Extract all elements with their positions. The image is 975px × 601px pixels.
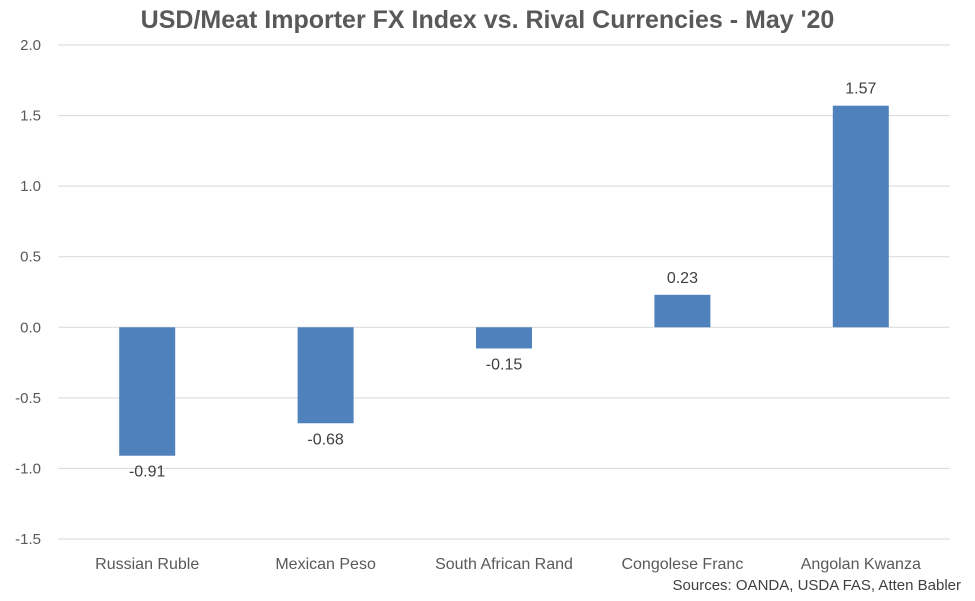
bar <box>119 327 176 456</box>
bar <box>654 294 711 328</box>
y-tick-label: 0.5 <box>20 249 41 266</box>
y-tick-label: -1.0 <box>15 460 41 477</box>
source-note: Sources: OANDA, USDA FAS, Atten Babler <box>672 577 961 594</box>
bar <box>832 105 889 328</box>
y-tick-label: 1.0 <box>20 178 41 195</box>
data-label: -0.68 <box>307 431 344 448</box>
category-label: Russian Ruble <box>95 556 199 573</box>
data-label: -0.91 <box>129 464 166 481</box>
data-label: -0.15 <box>486 356 523 373</box>
data-label: 0.23 <box>667 270 698 287</box>
y-tick-label: 2.0 <box>20 37 41 54</box>
bar <box>297 327 354 424</box>
y-tick-label: 0.0 <box>20 319 41 336</box>
chart-title: USD/Meat Importer FX Index vs. Rival Cur… <box>140 6 835 34</box>
y-tick-label: 1.5 <box>20 108 41 125</box>
category-label: Mexican Peso <box>275 556 376 573</box>
bar <box>476 327 532 349</box>
data-label: 1.57 <box>845 81 876 98</box>
y-tick-label: -1.5 <box>15 531 41 548</box>
category-label: Congolese Franc <box>621 556 743 573</box>
category-label: South African Rand <box>435 556 573 573</box>
y-tick-label: -0.5 <box>15 390 41 407</box>
category-label: Angolan Kwanza <box>801 556 921 573</box>
